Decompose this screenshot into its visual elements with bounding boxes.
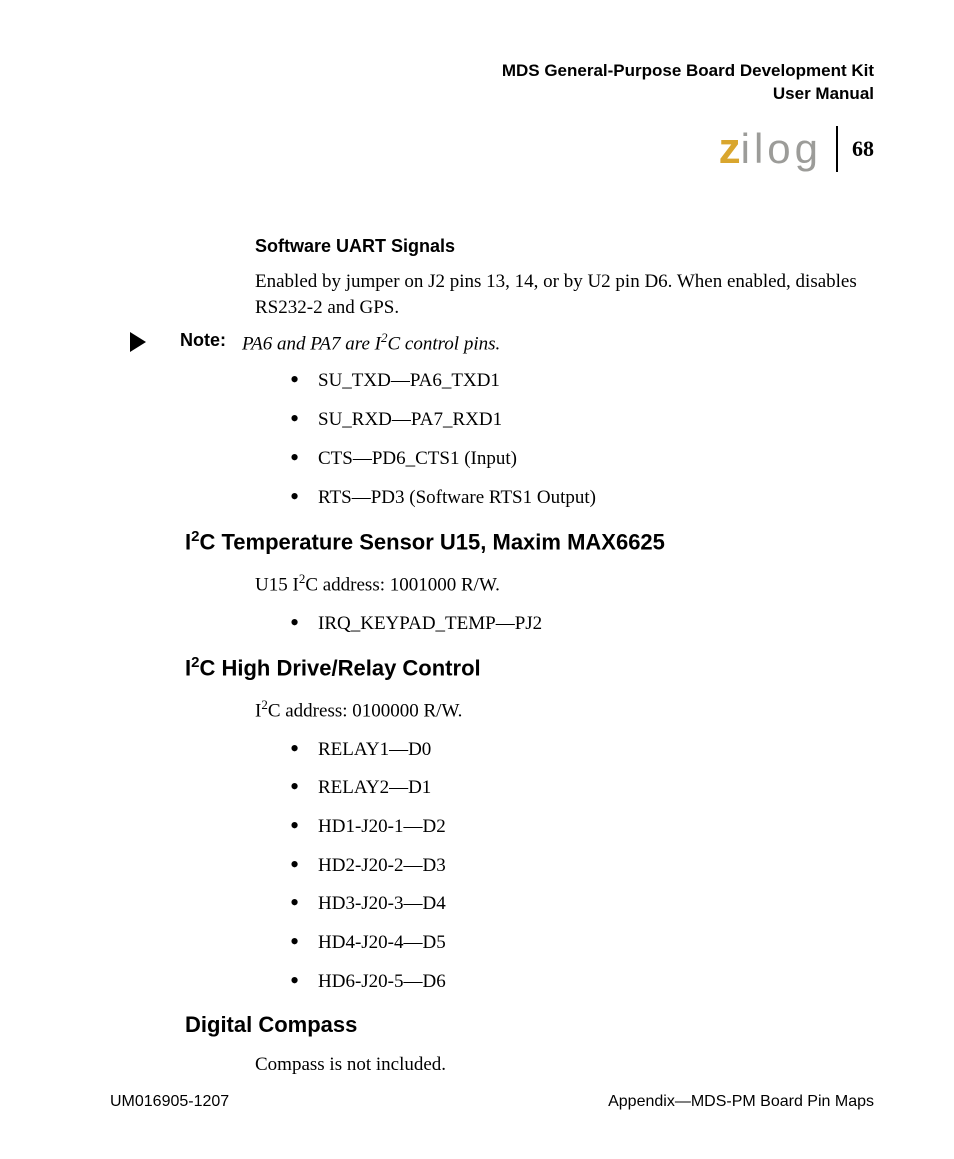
page-footer: UM016905-1207 Appendix—MDS-PM Board Pin … bbox=[110, 1093, 874, 1111]
note-label: Note: bbox=[180, 330, 226, 351]
list-item: HD3-J20-3—D4 bbox=[290, 892, 874, 917]
list-item: HD2-J20-2—D3 bbox=[290, 854, 874, 879]
list-item: SU_TXD—PA6_TXD1 bbox=[290, 369, 874, 394]
page-header: MDS General-Purpose Board Development Ki… bbox=[390, 60, 874, 106]
relay-para-after: C address: 0100000 R/W. bbox=[268, 700, 463, 721]
temp-bullet-list: IRQ_KEYPAD_TEMP—PJ2 bbox=[290, 612, 874, 637]
temp-para: U15 I2C address: 1001000 R/W. bbox=[255, 570, 864, 598]
list-item: RTS—PD3 (Software RTS1 Output) bbox=[290, 486, 874, 511]
relay-heading-after: C High Drive/Relay Control bbox=[199, 656, 480, 681]
document-page: MDS General-Purpose Board Development Ki… bbox=[0, 0, 954, 1159]
temp-body: U15 I2C address: 1001000 R/W. bbox=[255, 570, 864, 598]
relay-body: I2C address: 0100000 R/W. bbox=[255, 696, 864, 724]
page-content: Software UART Signals Enabled by jumper … bbox=[110, 236, 874, 1078]
list-item: HD6-J20-5—D6 bbox=[290, 970, 874, 995]
uart-heading: Software UART Signals bbox=[255, 236, 864, 257]
list-item: RELAY2—D1 bbox=[290, 776, 874, 801]
doc-title-line2: User Manual bbox=[390, 83, 874, 106]
zilog-logo: zilog bbox=[719, 124, 822, 174]
note-text: PA6 and PA7 are I2C control pins. bbox=[242, 330, 500, 355]
temp-para-before: U15 I bbox=[255, 574, 299, 595]
logo-rest: ilog bbox=[741, 125, 822, 172]
note-arrow-icon bbox=[130, 332, 146, 352]
page-number: 68 bbox=[852, 136, 874, 162]
note-row: Note: PA6 and PA7 are I2C control pins. bbox=[130, 330, 874, 355]
compass-para: Compass is not included. bbox=[255, 1052, 864, 1078]
temp-para-after: C address: 1001000 R/W. bbox=[305, 574, 500, 595]
list-item: SU_RXD—PA7_RXD1 bbox=[290, 408, 874, 433]
footer-right: Appendix—MDS-PM Board Pin Maps bbox=[608, 1093, 874, 1111]
uart-bullet-list: SU_TXD—PA6_TXD1 SU_RXD—PA7_RXD1 CTS—PD6_… bbox=[290, 369, 874, 510]
relay-para: I2C address: 0100000 R/W. bbox=[255, 696, 864, 724]
temp-heading: I2C Temperature Sensor U15, Maxim MAX662… bbox=[185, 528, 874, 555]
list-item: CTS—PD6_CTS1 (Input) bbox=[290, 447, 874, 472]
footer-left: UM016905-1207 bbox=[110, 1093, 229, 1111]
note-text-before: PA6 and PA7 are I bbox=[242, 333, 381, 354]
list-item: HD1-J20-1—D2 bbox=[290, 815, 874, 840]
logo-z: z bbox=[719, 124, 741, 173]
relay-bullet-list: RELAY1—D0 RELAY2—D1 HD1-J20-1—D2 HD2-J20… bbox=[290, 738, 874, 995]
doc-title-line1: MDS General-Purpose Board Development Ki… bbox=[390, 60, 874, 83]
note-text-after: C control pins. bbox=[387, 333, 500, 354]
compass-heading: Digital Compass bbox=[185, 1012, 874, 1038]
list-item: RELAY1—D0 bbox=[290, 738, 874, 763]
uart-para: Enabled by jumper on J2 pins 13, 14, or … bbox=[255, 269, 864, 320]
list-item: IRQ_KEYPAD_TEMP—PJ2 bbox=[290, 612, 874, 637]
relay-heading: I2C High Drive/Relay Control bbox=[185, 654, 874, 681]
uart-section: Software UART Signals Enabled by jumper … bbox=[255, 236, 864, 320]
temp-heading-after: C Temperature Sensor U15, Maxim MAX6625 bbox=[199, 530, 664, 555]
logo-row: zilog 68 bbox=[110, 124, 874, 174]
list-item: HD4-J20-4—D5 bbox=[290, 931, 874, 956]
logo-divider bbox=[836, 126, 838, 172]
compass-body: Compass is not included. bbox=[255, 1052, 864, 1078]
